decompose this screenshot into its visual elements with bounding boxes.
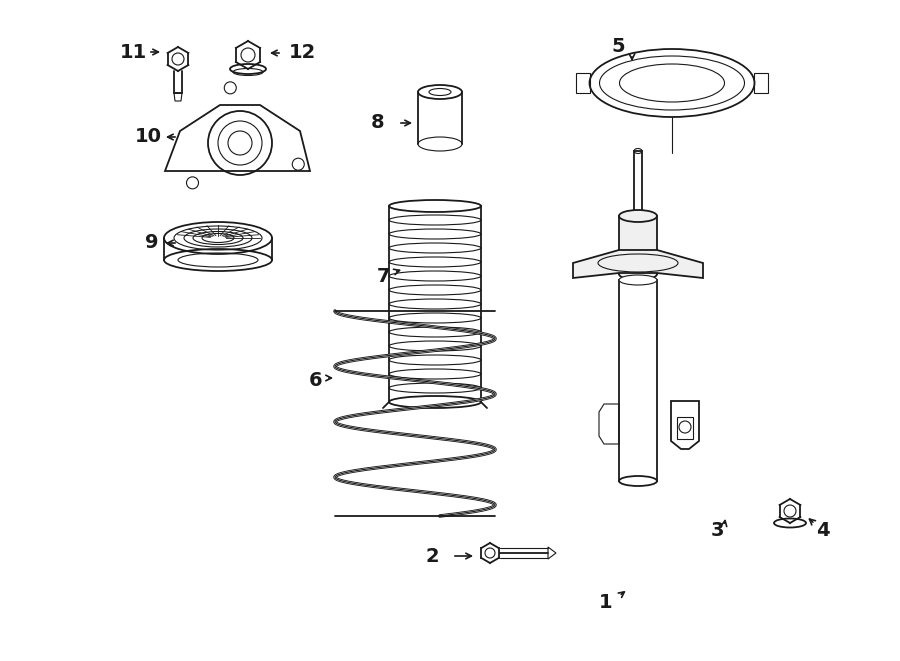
Polygon shape [573, 250, 703, 278]
Text: 1: 1 [599, 594, 613, 613]
Text: 9: 9 [145, 233, 158, 253]
Text: 10: 10 [134, 128, 161, 147]
Text: 11: 11 [120, 42, 147, 61]
Text: 4: 4 [816, 522, 830, 541]
Bar [677, 417, 693, 439]
Text: 8: 8 [371, 114, 385, 132]
Text: 2: 2 [425, 547, 439, 566]
Text: 3: 3 [710, 522, 724, 541]
Ellipse shape [619, 275, 657, 285]
Text: 7: 7 [377, 266, 391, 286]
Ellipse shape [619, 476, 657, 486]
Text: 5: 5 [611, 36, 625, 56]
Text: 6: 6 [310, 371, 323, 391]
Bar [619, 216, 657, 274]
Bar [634, 151, 642, 216]
Ellipse shape [619, 210, 657, 222]
Ellipse shape [619, 268, 657, 280]
Text: 12: 12 [288, 44, 316, 63]
Bar [619, 280, 657, 481]
